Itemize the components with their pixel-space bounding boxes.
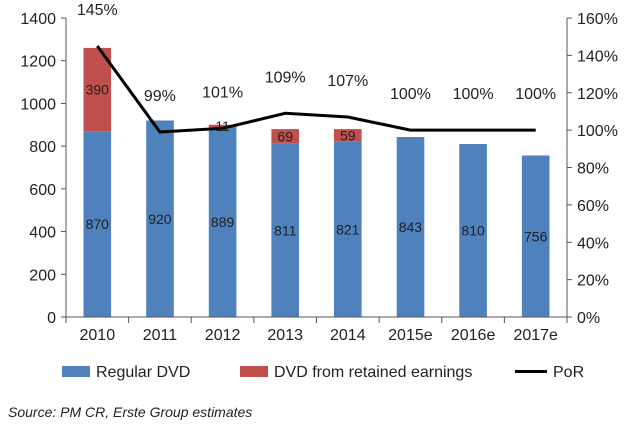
y-left-tick-label: 1200 — [20, 54, 56, 71]
source-note: Source: PM CR, Erste Group estimates — [8, 404, 253, 420]
x-tick-label-2014: 2014 — [330, 327, 366, 344]
x-tick-label-2012: 2012 — [205, 327, 241, 344]
y-right-tick-label: 80% — [577, 161, 609, 178]
y-left-tick-label: 200 — [29, 267, 56, 284]
y-right-tick-label: 60% — [577, 198, 609, 215]
y-left-tick-label: 1000 — [20, 96, 56, 113]
legend-label: PoR — [553, 364, 584, 381]
bar-label-regular-dvd-2014: 821 — [336, 221, 360, 237]
bar-label-regular-dvd-2016e: 810 — [461, 223, 485, 239]
por-label-2014: 107% — [327, 73, 368, 90]
bar-retained-earnings-2012 — [208, 124, 237, 128]
bar-regular-dvd-2012 — [208, 127, 237, 317]
bar-label-regular-dvd-2017e: 756 — [524, 228, 548, 244]
bar-regular-dvd-2013 — [271, 143, 299, 317]
por-line — [96, 45, 536, 134]
legend-swatch-retained-earnings — [240, 366, 268, 377]
data-labels-layer: 870 390 920 889 11 811 69 821 59 843 810 756 145% 99%… — [77, 2, 556, 244]
x-tick-label-2017e: 2017e — [513, 327, 558, 344]
bar-label-regular-dvd-2011: 920 — [148, 211, 172, 227]
x-tick-label-2011: 2011 — [143, 327, 178, 344]
y-right-tick-label: 40% — [577, 235, 609, 252]
y-left-tick-label: 0 — [47, 310, 56, 327]
axes-layer: 0 200 400 600 800 1000 1200 1400 0% 20% 40% 60% 80% 1… — [20, 11, 618, 344]
bar-retained-earnings-2014 — [334, 129, 362, 142]
x-tick-label-2013: 2013 — [267, 327, 303, 344]
legend-swatch-regular-dvd — [62, 366, 90, 377]
por-label-2016e: 100% — [453, 86, 494, 103]
y-left-tick-label: 400 — [29, 225, 56, 242]
y-left-tick-label: 600 — [29, 182, 56, 199]
bar-regular-dvd-2011 — [146, 120, 174, 317]
bar-label-regular-dvd-2013: 811 — [274, 222, 297, 238]
por-label-2012: 101% — [202, 84, 243, 101]
x-tick-label-2015e: 2015e — [388, 327, 433, 344]
por-label-2011: 99% — [144, 88, 176, 105]
por-label-2013: 109% — [265, 69, 306, 86]
legend: Regular DVD DVD from retained earnings PoR — [62, 364, 584, 381]
y-right-tick-label: 100% — [577, 123, 618, 140]
bar-regular-dvd-2017e — [521, 155, 550, 317]
x-tick-label-2010: 2010 — [80, 327, 116, 344]
y-right-tick-label: 140% — [577, 48, 618, 65]
legend-label: DVD from retained earnings — [274, 364, 472, 381]
bar-regular-dvd-2015e — [396, 137, 425, 317]
bar-regular-dvd-2010 — [83, 131, 112, 317]
bar-retained-earnings-2013 — [271, 129, 299, 144]
por-label-2017e: 100% — [515, 86, 556, 103]
por-line-layer — [96, 45, 536, 134]
x-tick-label-2016e: 2016e — [451, 327, 496, 344]
bar-label-regular-dvd-2012: 889 — [211, 214, 235, 230]
legend-label: Regular DVD — [96, 364, 190, 381]
bar-label-retained-earnings-2010: 390 — [86, 82, 110, 98]
y-right-tick-label: 120% — [577, 86, 618, 103]
bar-regular-dvd-2016e — [459, 144, 487, 317]
bars-layer — [83, 47, 550, 317]
bar-label-retained-earnings-2013: 69 — [277, 128, 293, 144]
y-right-tick-label: 20% — [577, 273, 609, 290]
por-label-2015e: 100% — [390, 86, 431, 103]
y-right-tick-label: 160% — [577, 11, 618, 28]
y-right-tick-label: 0% — [577, 310, 600, 327]
bar-retained-earnings-2010 — [83, 47, 112, 132]
y-left-tick-label: 800 — [29, 139, 56, 156]
bar-label-regular-dvd-2010: 870 — [86, 216, 110, 232]
bar-regular-dvd-2014 — [334, 141, 362, 317]
bar-label-regular-dvd-2015e: 843 — [399, 219, 423, 235]
bar-label-retained-earnings-2014: 59 — [340, 127, 356, 143]
y-left-tick-label: 1400 — [20, 11, 56, 28]
bar-label-retained-earnings-2012: 11 — [215, 118, 230, 134]
por-label-2010: 145% — [77, 2, 118, 19]
